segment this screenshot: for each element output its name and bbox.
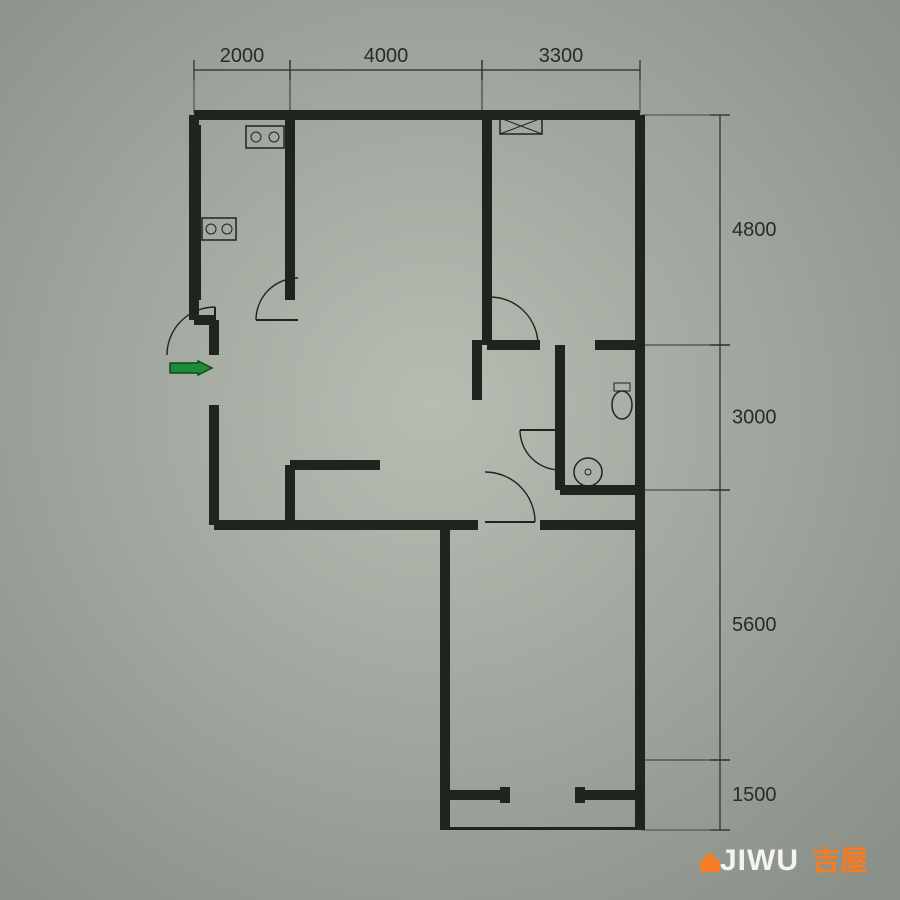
dim-label: 4000 — [364, 45, 409, 67]
dim-label: 1500 — [732, 784, 777, 806]
dim-label: 4800 — [732, 219, 777, 241]
floor-plan-image: 2000 4000 3300 4800 3000 5600 1500 JIWU 吉屋 — [0, 0, 900, 900]
dim-label: 3300 — [539, 45, 584, 67]
logo-text-cn: 吉屋 — [812, 845, 868, 876]
jiwu-watermark: JIWU 吉屋 — [700, 844, 868, 877]
dim-label: 5600 — [732, 614, 777, 636]
logo-text-en: JIWU — [720, 844, 799, 877]
dim-label: 2000 — [220, 45, 265, 67]
floor-plan-svg: 2000 4000 3300 4800 3000 5600 1500 JIWU 吉屋 — [0, 0, 900, 900]
dim-label: 3000 — [732, 407, 777, 429]
